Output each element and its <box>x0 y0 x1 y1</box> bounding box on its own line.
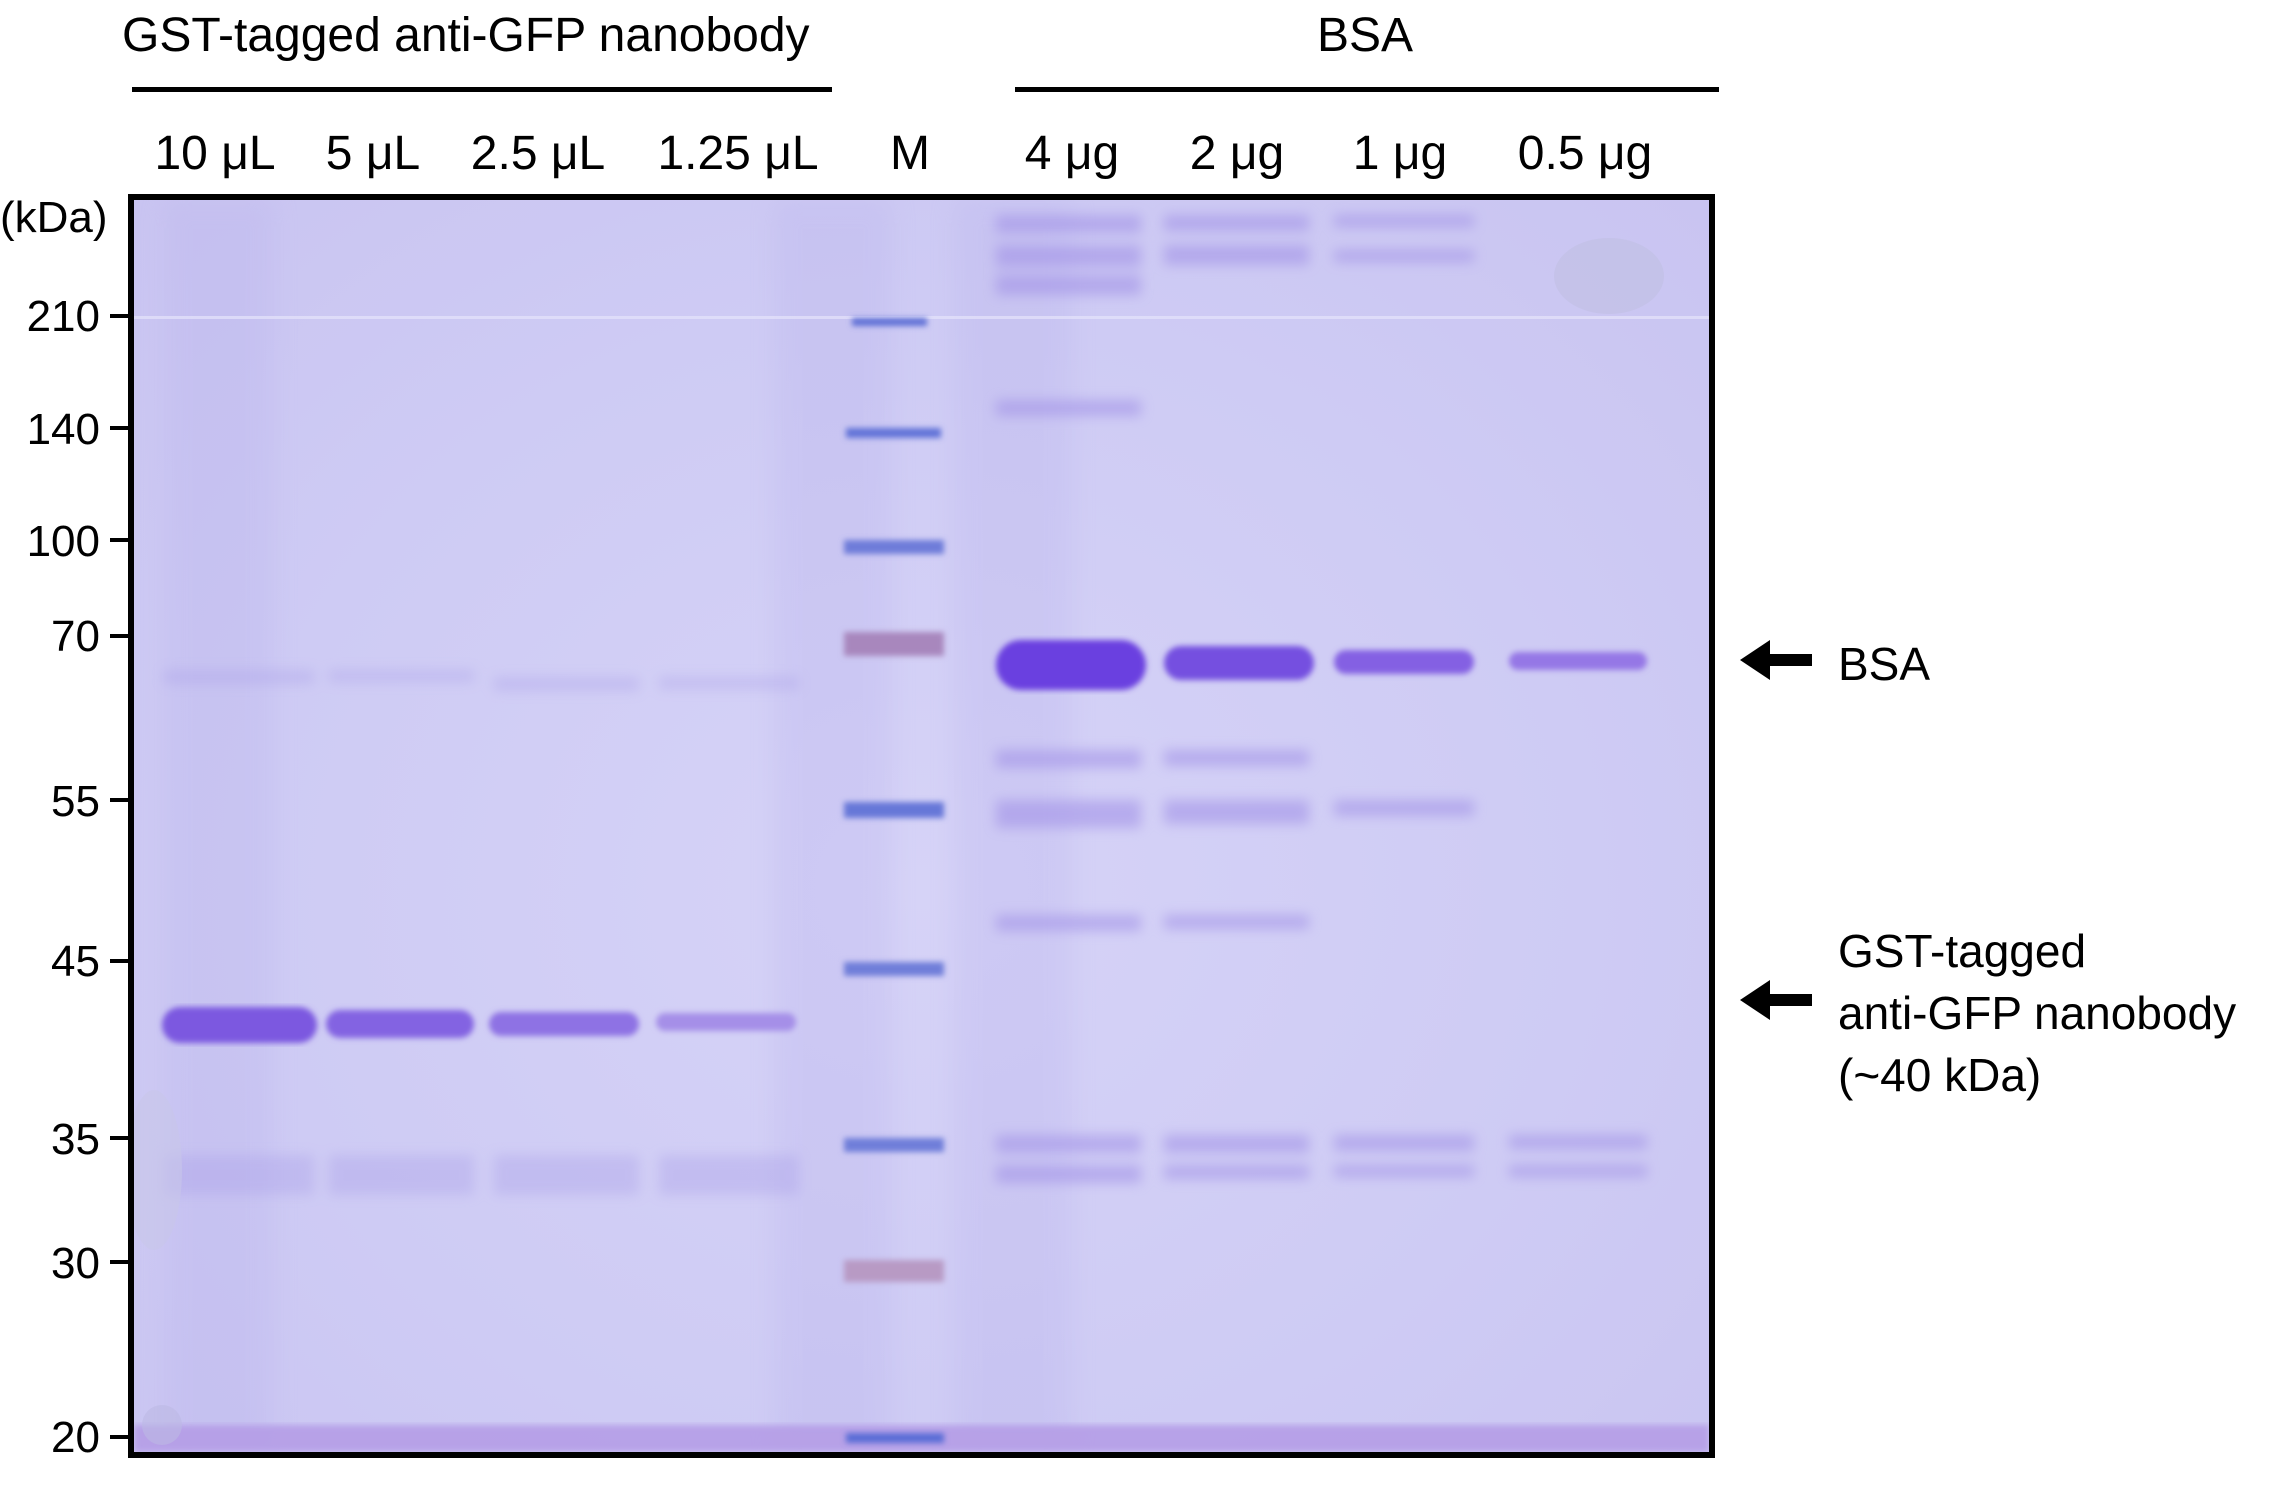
band-bsa-0-5ug <box>1509 652 1647 670</box>
lane-label-1-25ul: 1.25 μL <box>657 127 819 180</box>
gel-smudge-left <box>134 1090 182 1250</box>
mw-label-55: 55 <box>51 777 100 826</box>
group-title-nanobody: GST-tagged anti-GFP nanobody <box>122 9 810 62</box>
annotation-nanobody-line2: anti-GFP nanobody <box>1838 987 2237 1039</box>
mw-ticks <box>110 314 130 1439</box>
arrow-nanobody-icon <box>1740 980 1812 1020</box>
mw-label-140: 140 <box>26 405 100 454</box>
marker-band-20 <box>846 1433 944 1443</box>
mw-label-30: 30 <box>51 1239 100 1288</box>
mw-label-100: 100 <box>26 517 100 566</box>
marker-band-140 <box>846 428 941 438</box>
gel-image <box>128 194 1715 1458</box>
mw-label-210: 210 <box>26 292 100 341</box>
lane-label-4ug: 4 μg <box>1024 127 1120 180</box>
lane-label-0-5ug: 0.5 μg <box>1517 127 1653 180</box>
gel-smudge-bottom-left <box>142 1405 182 1445</box>
lane-label-2-5ul: 2.5 μL <box>470 127 606 180</box>
group-rule-bsa <box>1015 87 1719 92</box>
marker-band-35 <box>844 1138 944 1152</box>
lane-label-marker: M <box>890 127 930 180</box>
lane-label-5ul: 5 μL <box>325 127 421 180</box>
lane-label-10ul: 10 μL <box>154 127 276 180</box>
band-nanobody-2-5ul <box>489 1012 639 1036</box>
group-title-bsa: BSA <box>1317 9 1414 62</box>
band-nanobody-1-25ul <box>656 1013 796 1031</box>
mw-label-70: 70 <box>51 612 100 661</box>
lane-label-1ug: 1 μg <box>1352 127 1448 180</box>
mw-label-35: 35 <box>51 1115 100 1164</box>
band-bsa-4ug <box>996 640 1146 690</box>
marker-band-45 <box>844 962 944 976</box>
annotation-nanobody-line1: GST-tagged <box>1838 925 2087 977</box>
marker-band-100 <box>844 540 944 554</box>
marker-band-55 <box>844 802 944 818</box>
group-rule-nanobody <box>132 87 832 92</box>
marker-band-210 <box>852 318 927 326</box>
mw-label-20: 20 <box>51 1413 100 1462</box>
arrow-bsa-icon <box>1740 640 1812 680</box>
annotation-nanobody-line3: (~40 kDa) <box>1838 1049 2042 1101</box>
lane-label-2ug: 2 μg <box>1189 127 1285 180</box>
marker-band-30 <box>844 1260 944 1282</box>
band-bsa-2ug <box>1164 646 1314 680</box>
gel-bands <box>134 200 1709 1452</box>
kda-unit-label: (kDa) <box>0 193 108 242</box>
marker-band-70 <box>844 632 944 656</box>
annotation-bsa: BSA <box>1838 638 1931 690</box>
gel-smudge-top-right <box>1554 238 1664 314</box>
band-bsa-1ug <box>1334 650 1474 674</box>
mw-label-45: 45 <box>51 937 100 986</box>
band-nanobody-5ul <box>326 1010 474 1038</box>
band-nanobody-10ul <box>162 1007 317 1043</box>
